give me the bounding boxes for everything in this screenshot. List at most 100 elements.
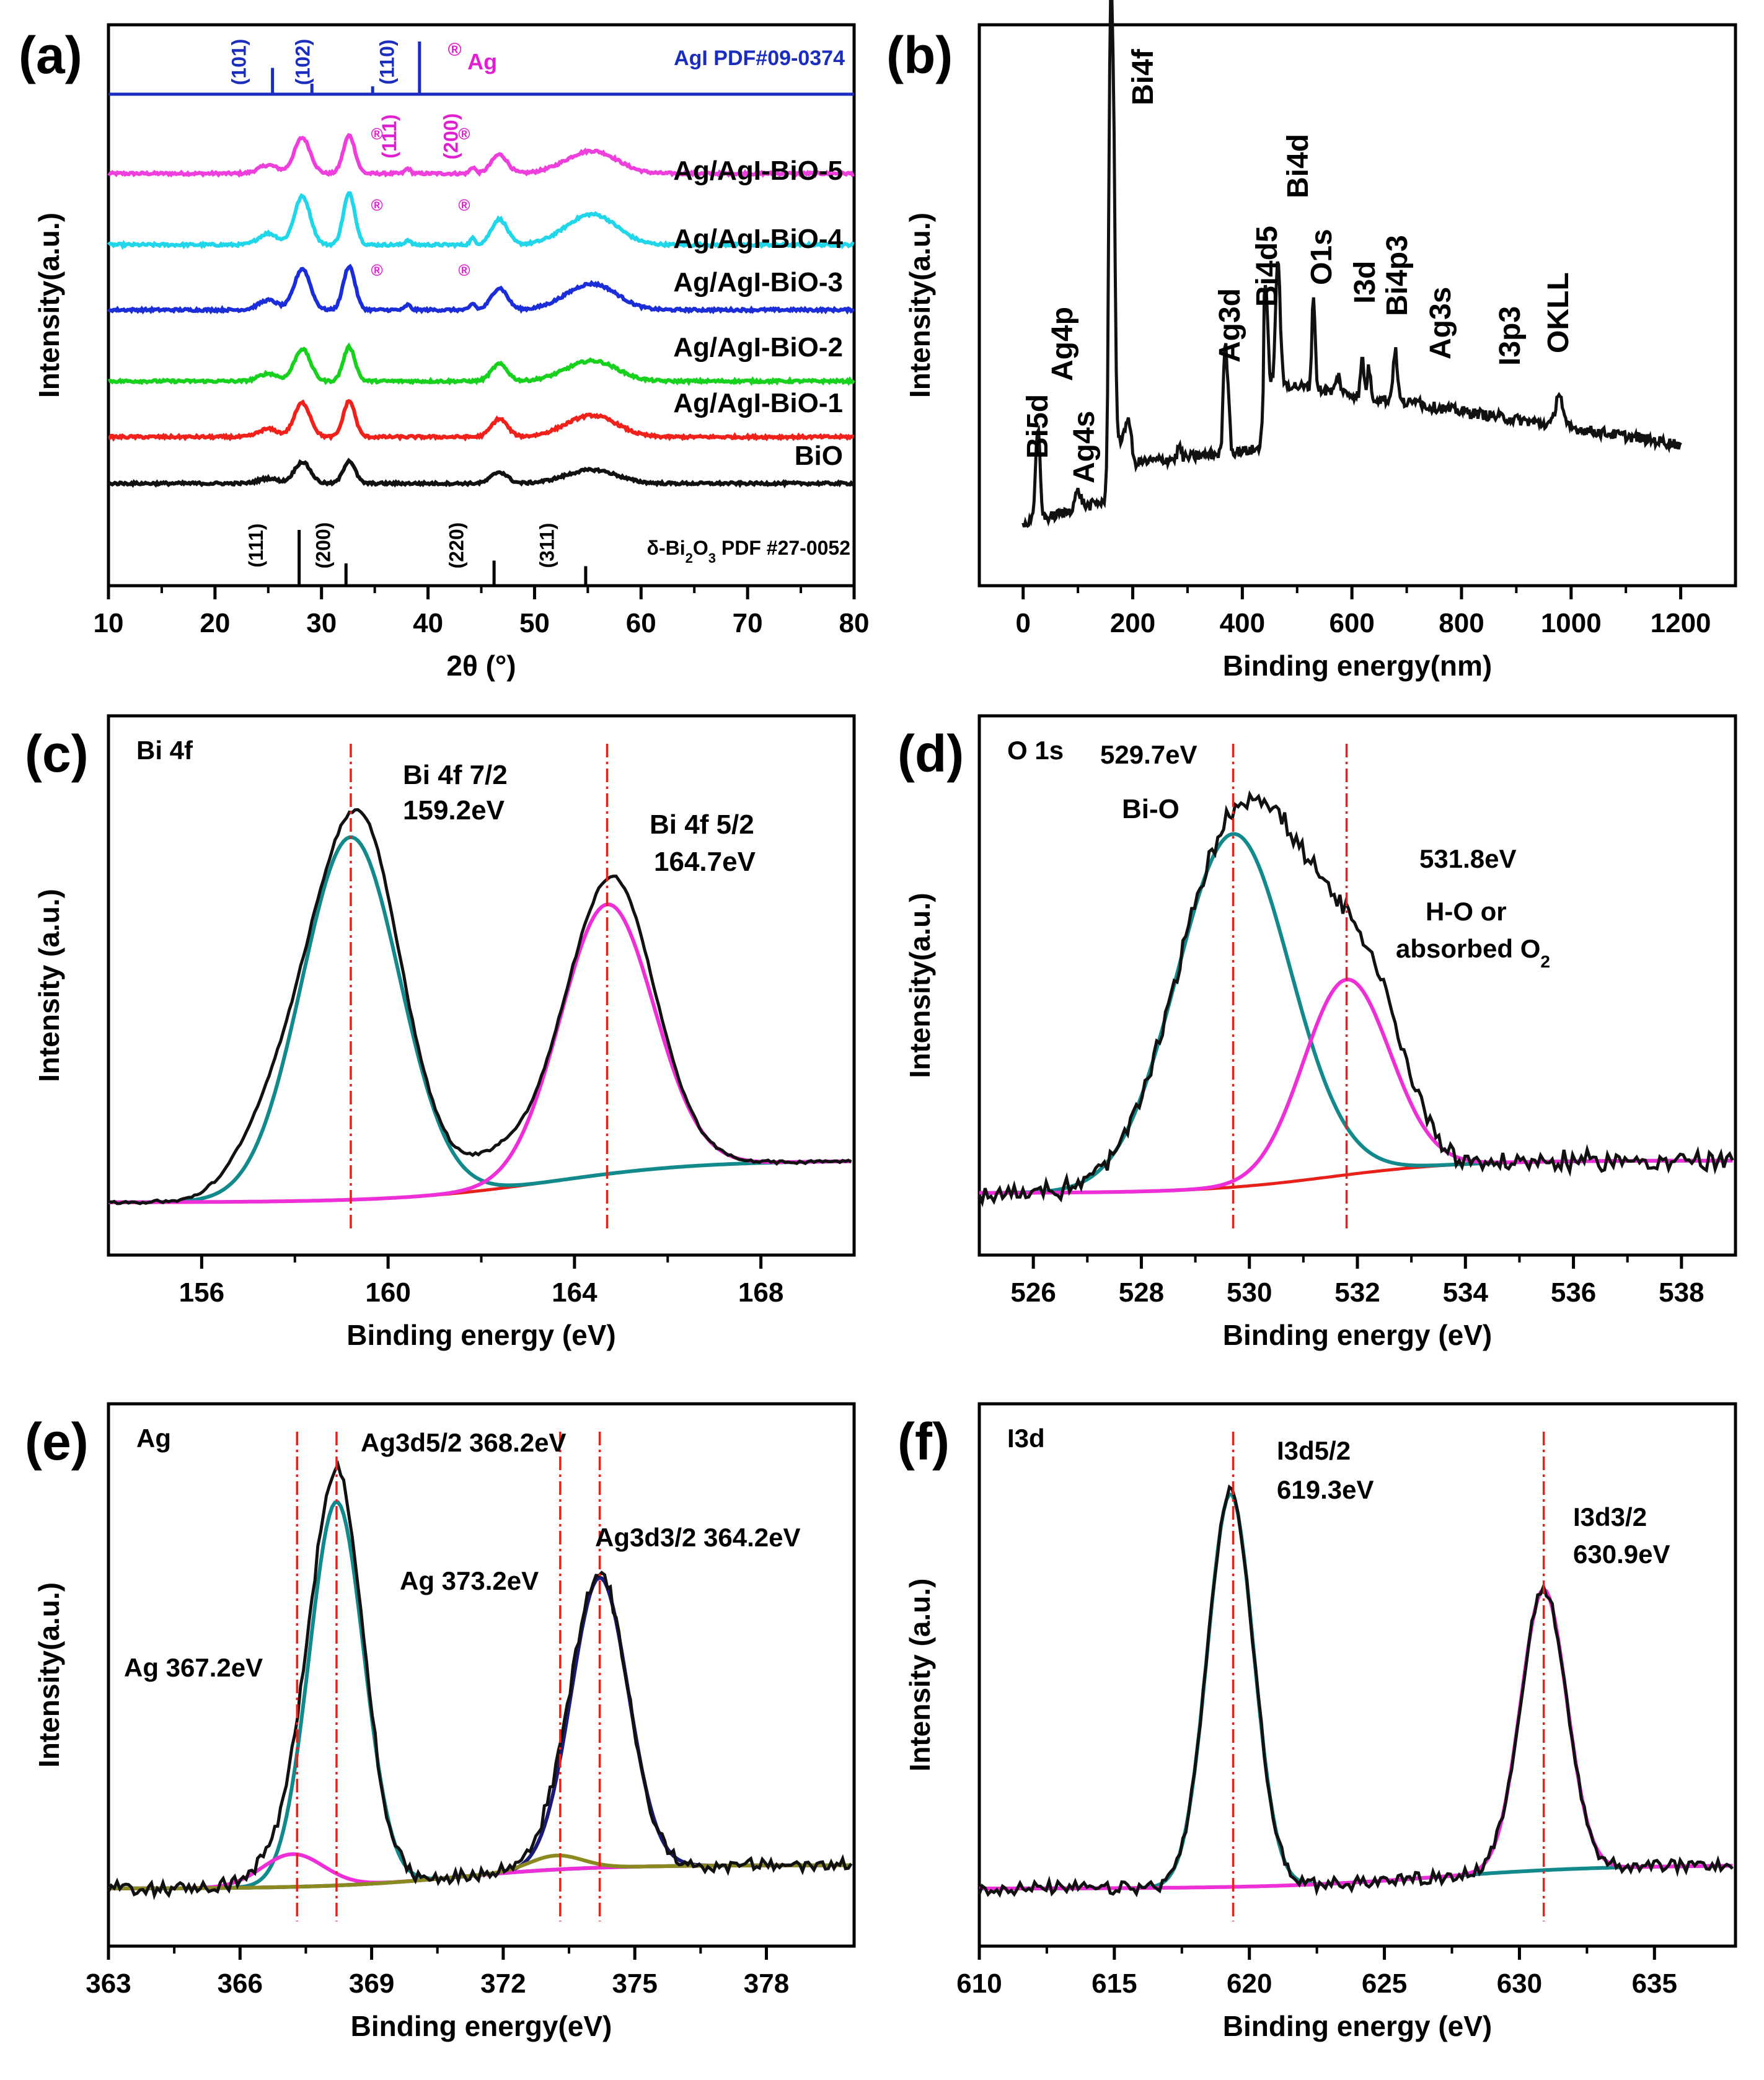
survey-peak-label: I3d: [1349, 261, 1382, 304]
plot-frame: [977, 23, 1737, 588]
y-axis-title: Intensity (a.u.): [33, 889, 65, 1082]
peak-label: I3d5/2: [1277, 1436, 1351, 1465]
element-label: Bi 4f: [136, 736, 193, 765]
ag-peak-marker: ®: [458, 261, 470, 280]
survey-peak-label: Bi4d: [1282, 134, 1315, 198]
x-tick-label: 620: [1227, 1968, 1272, 1999]
bi2o3-plane-label: (111): [245, 523, 267, 567]
ag-marker-label: Ag: [467, 49, 497, 74]
x-axis-title: Binding energy (eV): [346, 1319, 615, 1351]
fit-component-line: [979, 832, 1733, 1195]
bi2o3-reference-label: δ-Bi2O3 PDF #27-0052: [647, 537, 850, 566]
peak-label: 159.2eV: [403, 795, 505, 826]
x-tick-label: 532: [1334, 1277, 1380, 1308]
peak-label-part: absorbed O: [1396, 934, 1540, 963]
xrd-series-line: [107, 263, 855, 315]
xrd-series-line: [108, 457, 854, 489]
bi2o3-plane-label: (200): [312, 522, 334, 569]
ag-peak-marker: ®: [371, 261, 382, 280]
survey-peak-label: Ag4p: [1046, 307, 1079, 381]
y-axis-title: Intensity(a.u.): [33, 1582, 65, 1768]
panel-label: (c): [25, 725, 89, 783]
agi-plane-label: (102): [291, 39, 314, 86]
x-tick-label: 40: [413, 608, 443, 638]
ag-plane-label: (200): [440, 113, 462, 160]
raw-spectrum-line: [977, 790, 1734, 1207]
x-tick-label: 375: [612, 1968, 657, 1999]
element-label: Ag: [136, 1424, 171, 1453]
x-axis-title: Binding energy(eV): [351, 2010, 612, 2042]
x-tick-label: 630: [1497, 1968, 1542, 1999]
x-tick-label: 378: [744, 1968, 789, 1999]
y-axis-title: Intensity(a.u.): [33, 213, 65, 398]
x-tick-label: 615: [1091, 1968, 1137, 1999]
xrd-series-label: Ag/AgI-BiO-4: [673, 224, 843, 254]
bi2o3-reference-label-part: 3: [708, 550, 716, 566]
xrd-series-label: Ag/AgI-BiO-1: [673, 388, 843, 418]
plot-frame: [107, 1402, 856, 1948]
x-tick-label: 534: [1443, 1277, 1489, 1308]
peak-label-part: 2: [1540, 952, 1550, 971]
x-tick-label: 1200: [1651, 608, 1711, 638]
survey-peak-label: Bi4d5: [1251, 226, 1284, 307]
y-axis-title: Intensity(a.u.): [904, 213, 936, 398]
ag-marker-symbol: ®: [448, 40, 461, 60]
element-label: O 1s: [1007, 736, 1064, 765]
survey-peak-label: Bi5d: [1021, 394, 1054, 459]
peak-label: Bi-O: [1122, 794, 1180, 824]
fit-component-line: [979, 1587, 1733, 1890]
x-tick-label: 30: [306, 608, 337, 638]
ag-peak-marker: ®: [458, 196, 470, 214]
agi-plane-label: (110): [376, 40, 398, 85]
y-axis-title: Intensity (a.u.): [904, 1579, 936, 1772]
x-tick-label: 10: [94, 608, 124, 638]
bi2o3-reference-label-part: 2: [686, 550, 693, 566]
fit-component-line: [108, 1575, 852, 1890]
xrd-series-line: [108, 399, 855, 442]
peak-label: 164.7eV: [654, 847, 756, 877]
survey-spectrum-line: [1021, 0, 1682, 528]
x-tick-label: 625: [1362, 1968, 1407, 1999]
peak-label: H-O or: [1426, 897, 1507, 926]
panel-label: (e): [25, 1412, 89, 1471]
peak-label: 529.7eV: [1100, 740, 1197, 769]
bi2o3-reference-label-part: O: [693, 537, 708, 559]
x-tick-label: 60: [626, 608, 656, 638]
xrd-series-line: [107, 191, 855, 250]
survey-peak-label: Ag4s: [1068, 411, 1101, 483]
peak-label: Ag3d3/2 364.2eV: [595, 1523, 801, 1552]
plot-frame: [977, 1402, 1737, 1948]
element-label: I3d: [1007, 1424, 1045, 1453]
bi2o3-reference-label-part: δ-Bi: [647, 537, 686, 559]
xrd-series-line: [107, 342, 855, 386]
survey-peak-label: Bi4p3: [1381, 235, 1414, 316]
panel-label: (f): [897, 1412, 950, 1471]
xrd-series-label: Ag/AgI-BiO-2: [673, 332, 843, 363]
x-tick-label: 164: [552, 1277, 598, 1308]
raw-spectrum-line: [107, 1460, 853, 1900]
peak-label: 619.3eV: [1277, 1475, 1374, 1504]
raw-spectrum-line: [108, 808, 852, 1205]
survey-peak-label: Ag3d: [1214, 288, 1246, 363]
x-tick-label: 800: [1439, 608, 1484, 638]
x-tick-label: 160: [365, 1277, 410, 1308]
x-tick-label: 635: [1632, 1968, 1677, 1999]
x-tick-label: 536: [1551, 1277, 1596, 1308]
survey-peak-label: Bi4f: [1127, 48, 1160, 105]
peak-label: 630.9eV: [1573, 1540, 1670, 1569]
peak-label: absorbed O2: [1396, 934, 1550, 971]
x-tick-label: 50: [519, 608, 550, 638]
bi2o3-plane-label: (220): [445, 522, 467, 569]
xrd-series-label: BiO: [795, 441, 843, 471]
x-tick-label: 20: [200, 608, 230, 638]
peak-label: 531.8eV: [1419, 844, 1516, 873]
peak-label: Bi 4f 7/2: [403, 760, 508, 790]
x-tick-label: 600: [1329, 608, 1374, 638]
x-tick-label: 538: [1659, 1277, 1704, 1308]
xrd-series-label: Ag/AgI-BiO-3: [673, 267, 843, 297]
x-tick-label: 0: [1015, 608, 1030, 638]
y-axis-title: Intensity(a.u.): [904, 892, 936, 1078]
panel-label: (d): [897, 725, 964, 783]
peak-label: Bi 4f 5/2: [650, 809, 754, 840]
